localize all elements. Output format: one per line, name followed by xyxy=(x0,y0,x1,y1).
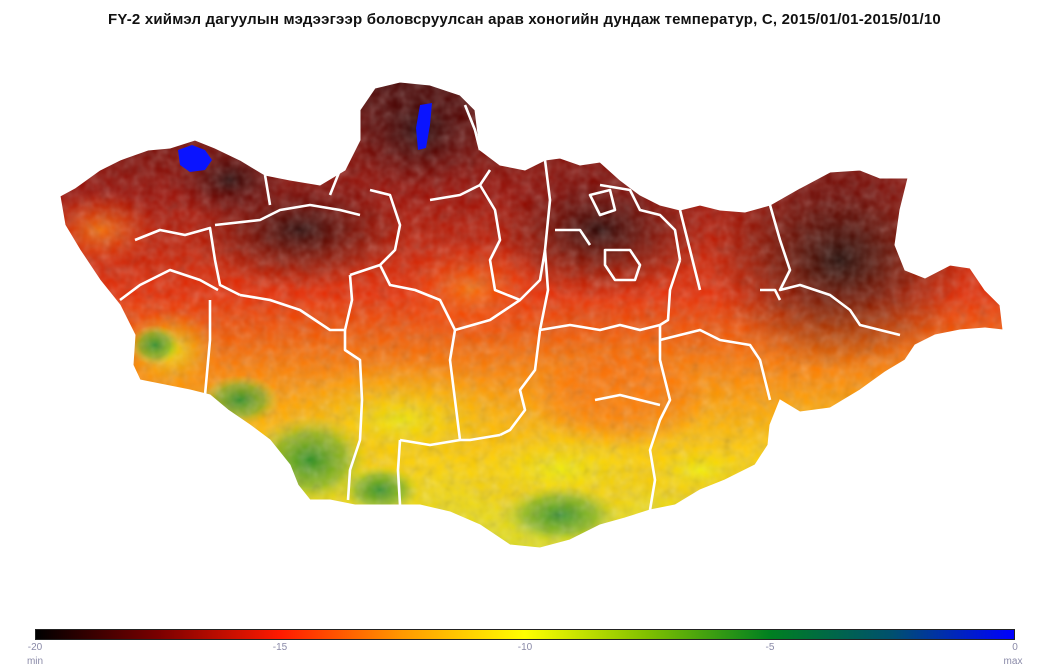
colorbar-tick-label: -10 xyxy=(517,642,533,653)
colorbar-tick-label: -5 xyxy=(765,642,775,653)
lake-uvs xyxy=(178,145,212,172)
lake-khuvsgul xyxy=(416,103,432,150)
province-boundaries xyxy=(119,104,901,511)
colorbar-tick-label: 0 xyxy=(1012,642,1018,653)
country-outline xyxy=(59,81,1004,549)
colorbar-tick-label: -15 xyxy=(272,642,288,653)
temperature-map xyxy=(59,81,1004,549)
map-title: FY-2 хиймэл дагуулын мэдээгээр боловсруу… xyxy=(108,11,941,28)
colorbar-max-label: max xyxy=(1003,656,1023,667)
colorbar-tick-label: -20 xyxy=(27,642,43,653)
colorbar xyxy=(35,629,1015,640)
temperature-field xyxy=(60,82,1003,548)
colorbar-min-label: min xyxy=(26,656,44,667)
map-svg xyxy=(59,81,1004,549)
